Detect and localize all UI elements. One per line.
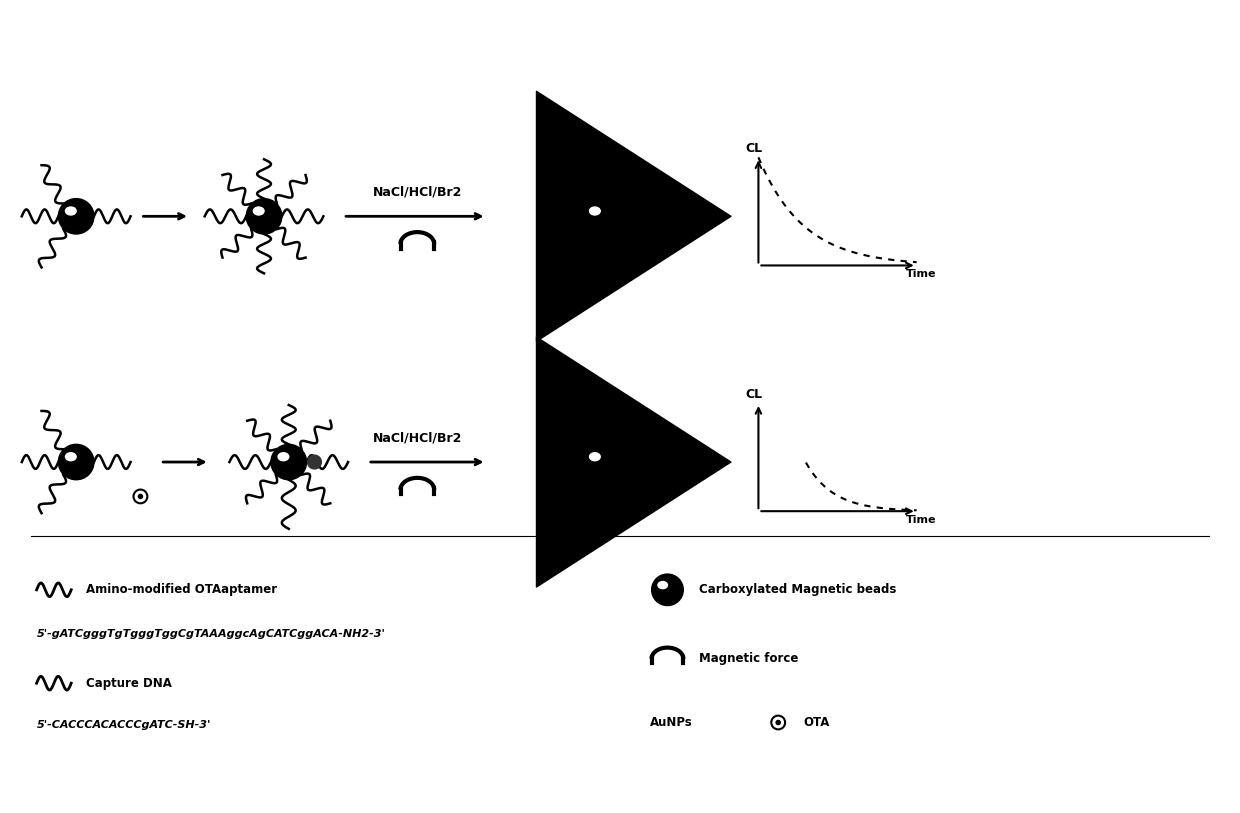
Ellipse shape: [66, 453, 76, 461]
Circle shape: [247, 198, 281, 234]
Ellipse shape: [589, 453, 600, 461]
Circle shape: [58, 198, 94, 234]
Text: AuNPs: AuNPs: [650, 716, 692, 729]
Text: CL: CL: [745, 142, 763, 155]
Circle shape: [139, 494, 143, 498]
Circle shape: [622, 460, 627, 464]
Text: Magnetic force: Magnetic force: [699, 652, 799, 665]
Text: CL: CL: [745, 388, 763, 401]
Circle shape: [308, 455, 321, 469]
Text: Carboxylated Magnetic beads: Carboxylated Magnetic beads: [699, 583, 897, 596]
Circle shape: [583, 445, 618, 480]
Text: NaCl/HCl/Br2: NaCl/HCl/Br2: [372, 185, 463, 198]
Circle shape: [272, 445, 306, 480]
Text: OTA: OTA: [804, 716, 830, 729]
Circle shape: [776, 720, 780, 724]
Text: Capture DNA: Capture DNA: [86, 676, 172, 689]
Circle shape: [58, 445, 94, 480]
Text: Time: Time: [906, 515, 937, 525]
Text: Amino-modified OTAaptamer: Amino-modified OTAaptamer: [86, 583, 278, 596]
Ellipse shape: [658, 581, 667, 589]
Text: Time: Time: [906, 269, 937, 279]
Ellipse shape: [253, 207, 264, 215]
Ellipse shape: [589, 207, 600, 215]
Circle shape: [583, 198, 618, 234]
Ellipse shape: [66, 207, 76, 215]
Text: 5'-gATCgggTgTgggTggCgTAAAggcAgCATCggACA-NH2-3': 5'-gATCgggTgTgggTggCgTAAAggcAgCATCggACA-…: [37, 629, 386, 639]
Ellipse shape: [278, 453, 289, 461]
Text: 5'-CACCCACACCCgATC-SH-3': 5'-CACCCACACCCgATC-SH-3': [37, 720, 211, 730]
Circle shape: [652, 574, 683, 606]
Text: NaCl/HCl/Br2: NaCl/HCl/Br2: [372, 432, 463, 445]
